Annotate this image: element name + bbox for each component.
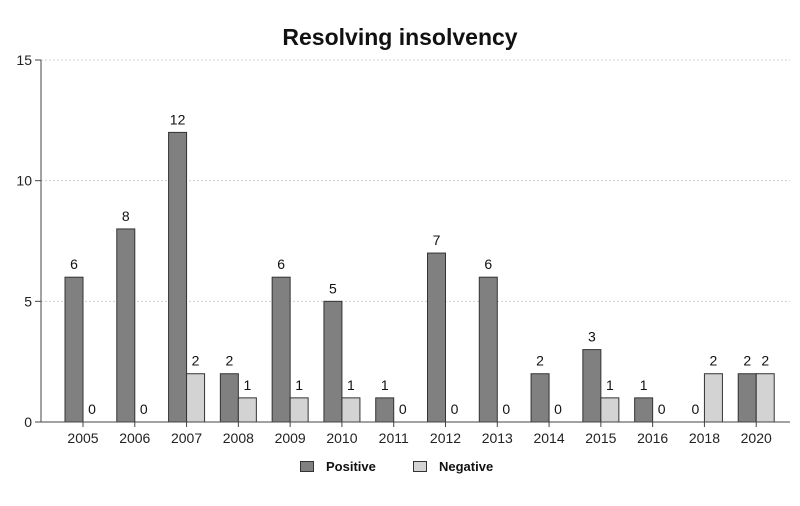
data-label: 2	[743, 353, 751, 369]
x-tick-label: 2005	[67, 430, 98, 446]
bar-positive	[427, 252, 446, 423]
y-tick-label: 0	[24, 414, 32, 430]
data-label: 5	[329, 280, 337, 296]
legend: Positive Negative	[0, 459, 800, 481]
data-label: 0	[140, 401, 148, 417]
bar-negative	[600, 397, 620, 423]
data-label: 2	[225, 353, 233, 369]
data-label: 2	[761, 353, 769, 369]
bar-positive	[168, 131, 188, 423]
bar-positive	[478, 276, 498, 423]
y-axis: 0 5 10 15	[16, 52, 42, 430]
bar-positive	[582, 349, 602, 423]
data-label: 1	[295, 377, 303, 393]
x-tick-label: 2016	[637, 430, 668, 446]
data-label: 0	[502, 401, 510, 417]
bar-negative	[237, 397, 257, 423]
bar-negative	[186, 373, 206, 423]
bar-positive	[323, 300, 343, 423]
legend-item-negative: Negative	[413, 459, 493, 474]
bar-positive	[271, 276, 291, 423]
gridlines	[41, 59, 790, 302]
x-tick-label: 2015	[585, 430, 616, 446]
x-tick-label: 2007	[171, 430, 202, 446]
y-tick-label: 5	[24, 293, 32, 309]
x-tick-label: 2010	[326, 430, 357, 446]
x-tick-label: 2018	[689, 430, 720, 446]
data-label: 6	[277, 256, 285, 272]
x-tick-label: 2012	[430, 430, 461, 446]
data-label: 1	[640, 377, 648, 393]
data-label: 1	[606, 377, 614, 393]
data-label: 2	[710, 353, 718, 369]
legend-label-negative: Negative	[439, 459, 494, 474]
x-tick-label: 2008	[223, 430, 254, 446]
legend-item-positive: Positive	[300, 459, 376, 474]
x-tick-label: 2011	[379, 430, 409, 446]
legend-swatch-negative	[413, 461, 427, 472]
data-label: 6	[70, 256, 78, 272]
data-label: 1	[243, 377, 251, 393]
data-label: 0	[658, 401, 666, 417]
bar-negative	[341, 397, 361, 423]
bar-negative	[703, 373, 723, 423]
chart-title: Resolving insolvency	[282, 24, 518, 50]
bar-positive	[375, 397, 395, 423]
bar-positive	[634, 397, 654, 423]
bar-positive	[116, 228, 136, 423]
data-label: 12	[170, 111, 186, 127]
data-label: 1	[381, 377, 389, 393]
x-tick-label: 2006	[119, 430, 150, 446]
data-label: 0	[554, 401, 562, 417]
x-tick-label: 2020	[741, 430, 772, 446]
bar-positive	[530, 373, 550, 423]
x-tick-label: 2014	[533, 430, 564, 446]
legend-label-positive: Positive	[326, 459, 376, 474]
data-label: 2	[192, 353, 200, 369]
bar-negative	[755, 373, 775, 423]
data-label: 3	[588, 329, 596, 345]
bar-negative	[289, 397, 309, 423]
bar-positive	[64, 276, 84, 423]
bar-positive	[219, 373, 239, 423]
data-label: 7	[433, 232, 441, 248]
legend-swatch-positive	[300, 461, 314, 472]
data-label: 2	[536, 353, 544, 369]
bar-positive	[737, 373, 757, 423]
data-label: 6	[484, 256, 492, 272]
data-label: 0	[88, 401, 96, 417]
y-tick-label: 10	[16, 173, 32, 189]
x-tick-label: 2013	[482, 430, 513, 446]
x-tick-label: 2009	[275, 430, 306, 446]
y-tick-label: 15	[16, 52, 32, 68]
data-label: 0	[399, 401, 407, 417]
data-label: 1	[347, 377, 355, 393]
data-label: 0	[451, 401, 459, 417]
data-label: 0	[692, 401, 700, 417]
data-label: 8	[122, 208, 130, 224]
x-axis: 2005 2006 2007 2008 2009 2010 2011 2012 2013 2014…	[41, 421, 790, 446]
